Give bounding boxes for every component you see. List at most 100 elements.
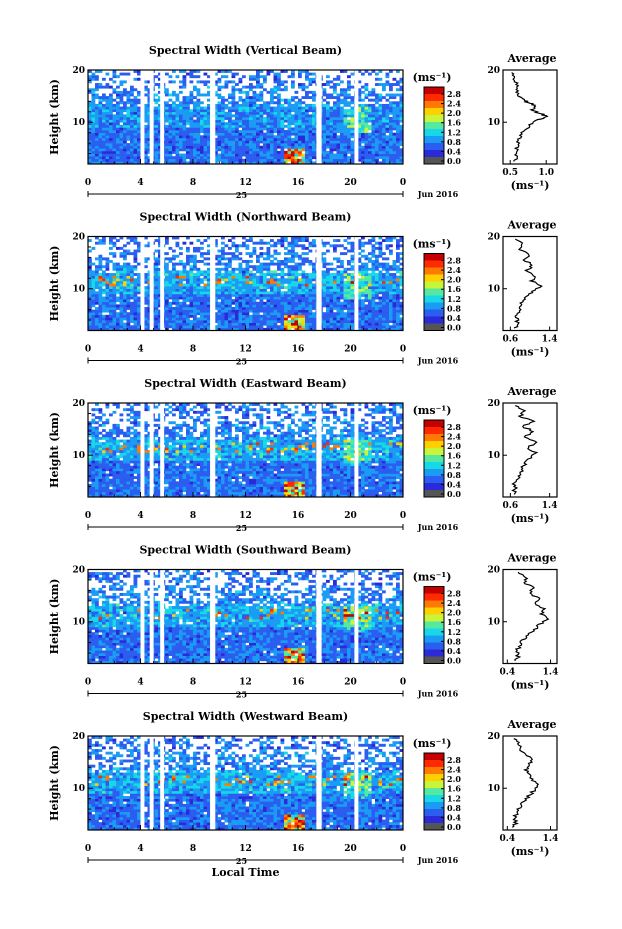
heatmap-cell [182,278,187,282]
heatmap-cell [266,158,271,162]
heatmap-cell [392,135,397,139]
heatmap-cell [266,153,271,157]
heatmap-cell [284,153,288,157]
heatmap-cell [154,283,159,287]
heatmap-cell [231,156,236,160]
colorbar-unit: (ms⁻¹) [413,71,452,84]
heatmap-cell [347,103,351,107]
heatmap-cell [200,301,204,305]
heatmap-cell [193,161,197,165]
heatmap-cell [235,145,239,149]
heatmap-cell [336,119,341,123]
heatmap-cell [389,135,393,139]
heatmap-cell [116,278,120,282]
heatmap-cell [287,291,292,295]
heatmap-cell [329,296,334,300]
heatmap-cell [228,275,232,279]
heatmap-cell [182,140,187,144]
heatmap-cell [123,257,127,261]
heatmap-cell [284,252,288,256]
heatmap-cell [95,153,99,157]
heatmap-cell [207,153,211,157]
heatmap-cell [102,296,106,300]
heatmap-cell [133,260,138,263]
heatmap-cell [259,307,264,310]
heatmap-cell [392,132,397,136]
heatmap-cell [392,111,397,115]
heatmap-cell [189,109,194,113]
heatmap-cell [154,158,159,162]
heatmap-cell [221,130,225,133]
heatmap-cell [235,135,239,139]
heatmap-cell [298,111,302,115]
heatmap-cell [322,296,327,300]
heatmap-cell [175,314,180,318]
heatmap-cell [91,288,96,292]
heatmap-cell [245,148,250,152]
heatmap-cell [252,288,257,292]
heatmap-cell [329,273,334,276]
heatmap-cell [291,98,295,102]
heatmap-cell [238,158,243,162]
heatmap-cell [235,283,239,287]
heatmap-cell [109,140,113,144]
heatmap-cell [259,299,264,303]
heatmap-cell [368,252,372,256]
heatmap-cell [221,70,225,73]
heatmap-cell [228,270,232,274]
heatmap-cell [186,307,190,310]
heatmap-cell [158,148,162,152]
heatmap-cell [126,293,131,297]
heatmap-cell [308,283,313,287]
heatmap-cell [298,257,302,261]
heatmap-cell [154,320,159,323]
heatmap-cell [259,322,264,326]
heatmap-cell [350,72,355,76]
heatmap-cell [294,124,299,128]
heatmap-cell [123,273,127,276]
heatmap-cell [207,267,211,271]
heatmap-cell [182,83,187,86]
heatmap-cell [343,301,348,305]
heatmap-cell [277,93,281,97]
heatmap-cell [137,286,141,290]
heatmap-cell [231,288,236,292]
heatmap-cell [196,156,201,160]
heatmap-cell [133,299,138,303]
heatmap-cell [245,267,250,271]
heatmap-cell [235,312,239,316]
heatmap-cell [357,132,362,136]
heatmap-cell [179,291,183,295]
heatmap-cell [301,101,306,105]
heatmap-cell [298,327,302,331]
heatmap-cell [158,83,162,86]
heatmap-cell [340,90,344,94]
heatmap-cell [130,137,134,141]
heatmap-cell [126,270,131,274]
heatmap-cell [158,161,162,165]
heatmap-cell [133,130,138,133]
heatmap-cell [154,124,159,128]
heatmap-cell [270,283,274,287]
heatmap-cell [126,252,131,256]
heatmap-cell [399,327,404,331]
heatmap-cell [186,314,190,318]
heatmap-cell [109,278,113,282]
heatmap-cell [270,254,274,258]
heatmap-cell [242,161,246,165]
heatmap-cell [235,117,239,120]
heatmap-cell [179,106,183,110]
heatmap-cell [312,304,316,308]
heatmap-cell [284,88,288,92]
heatmap-cell [312,312,316,316]
heatmap-cell [252,150,257,154]
heatmap-cell [137,283,141,287]
heatmap-cell [259,291,264,295]
heatmap-cell [242,106,246,110]
heatmap-cell [375,109,379,113]
heatmap-cell [126,296,131,300]
heatmap-cell [263,314,267,318]
heatmap-cell [322,132,327,136]
heatmap-cell [340,314,344,318]
heatmap-cell [214,262,218,266]
